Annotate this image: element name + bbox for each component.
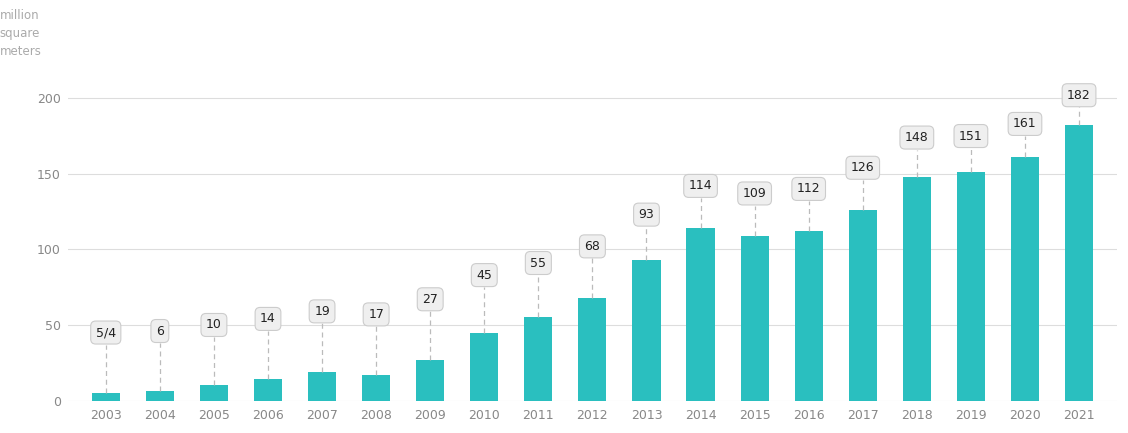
- Text: 19: 19: [315, 305, 329, 318]
- Text: 17: 17: [368, 308, 384, 321]
- Text: 45: 45: [476, 268, 492, 281]
- Bar: [741, 236, 768, 401]
- Text: 27: 27: [422, 293, 438, 306]
- Bar: [362, 375, 390, 401]
- Bar: [957, 172, 985, 401]
- Text: 93: 93: [638, 208, 654, 221]
- Text: 14: 14: [261, 313, 276, 326]
- Bar: [1065, 126, 1093, 401]
- Bar: [254, 379, 282, 401]
- Bar: [579, 298, 607, 401]
- Bar: [146, 391, 174, 401]
- Text: 148: 148: [905, 131, 928, 144]
- Text: 114: 114: [689, 179, 713, 192]
- Bar: [91, 393, 120, 401]
- Text: 10: 10: [206, 319, 222, 332]
- Text: 112: 112: [796, 182, 820, 195]
- Bar: [902, 177, 931, 401]
- Text: 161: 161: [1013, 117, 1037, 130]
- Text: 151: 151: [959, 129, 982, 142]
- Bar: [416, 360, 444, 401]
- Bar: [633, 260, 661, 401]
- Text: 126: 126: [851, 161, 874, 174]
- Bar: [848, 210, 876, 401]
- Bar: [200, 385, 228, 401]
- Text: 55: 55: [530, 256, 546, 269]
- Bar: [687, 228, 715, 401]
- Text: 5/4: 5/4: [96, 326, 116, 339]
- Text: 182: 182: [1067, 89, 1091, 102]
- Bar: [470, 333, 499, 401]
- Text: 109: 109: [742, 187, 767, 200]
- Text: 68: 68: [584, 240, 600, 253]
- Bar: [308, 372, 336, 401]
- Bar: [1011, 157, 1039, 401]
- Text: 6: 6: [156, 324, 164, 338]
- Bar: [794, 231, 822, 401]
- Text: million
square
meters: million square meters: [0, 9, 42, 58]
- Bar: [525, 317, 553, 401]
